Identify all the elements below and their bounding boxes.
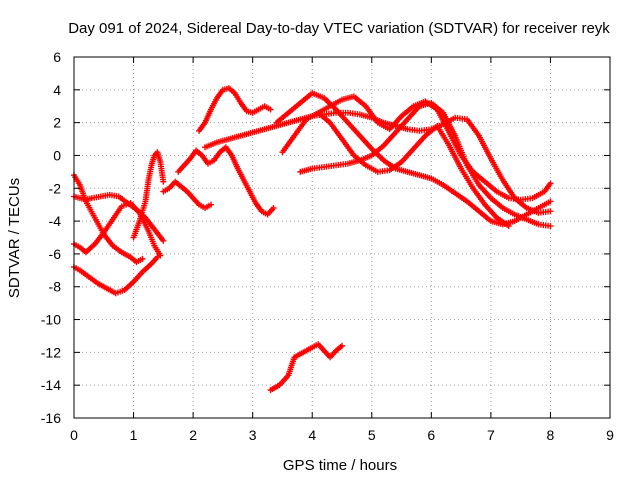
y-tick-label: 4 <box>53 82 61 98</box>
y-tick-label: 6 <box>53 49 61 65</box>
y-tick-labels: -16 -14 -12 -10 -8 -6 -4 -2 0 2 4 6 <box>41 49 61 426</box>
data-point <box>547 198 554 205</box>
grid-lines <box>74 57 610 418</box>
data-point <box>157 252 164 259</box>
x-tick-labels: 0 1 2 3 4 5 6 7 8 9 <box>70 427 614 443</box>
x-tick-label: 4 <box>308 427 316 443</box>
data-point <box>207 201 214 208</box>
x-tick-label: 5 <box>368 427 376 443</box>
series-track-4 <box>71 200 164 259</box>
data-point <box>160 178 167 185</box>
y-tick-label: 2 <box>53 115 61 131</box>
x-tick-label: 0 <box>70 427 78 443</box>
y-tick-label: -4 <box>49 213 62 229</box>
y-tick-label: 0 <box>53 147 61 163</box>
y-tick-label: -16 <box>41 410 61 426</box>
series-track-6 <box>160 178 214 211</box>
data-point <box>339 342 345 349</box>
y-tick-label: -10 <box>41 312 61 328</box>
x-tick-label: 1 <box>130 427 138 443</box>
series-track-11 <box>297 99 554 230</box>
x-tick-label: 6 <box>427 427 435 443</box>
x-tick-label: 7 <box>487 427 495 443</box>
series-track-3 <box>71 254 161 297</box>
chart-title: Day 091 of 2024, Sidereal Day-to-day VTE… <box>68 20 610 37</box>
data-point <box>547 180 554 187</box>
y-tick-label: -14 <box>41 377 61 393</box>
x-tick-label: 2 <box>189 427 197 443</box>
x-axis-label: GPS time / hours <box>283 457 397 474</box>
y-tick-label: -8 <box>49 279 62 295</box>
series-track-8 <box>196 85 274 134</box>
x-tick-label: 8 <box>547 427 555 443</box>
y-tick-label: -6 <box>49 246 62 262</box>
series-track-14 <box>267 341 345 394</box>
data-points <box>71 85 554 394</box>
axis-ticks <box>73 56 611 419</box>
data-point <box>139 255 146 262</box>
y-tick-label: -2 <box>49 180 62 196</box>
data-point <box>267 106 274 113</box>
series-track-5 <box>130 149 167 241</box>
series-track-7 <box>175 144 277 218</box>
plot-frame <box>73 56 611 419</box>
data-point <box>547 223 554 230</box>
data-point <box>160 237 167 244</box>
x-tick-label: 9 <box>606 427 614 443</box>
y-axis-label: SDTVAR / TECUs <box>6 178 23 298</box>
data-point <box>547 208 554 215</box>
data-point <box>505 223 512 230</box>
series-track-13 <box>315 93 554 203</box>
x-tick-label: 3 <box>249 427 257 443</box>
y-tick-label: -12 <box>41 344 61 360</box>
data-point <box>270 204 277 211</box>
series-track-12 <box>279 109 512 230</box>
